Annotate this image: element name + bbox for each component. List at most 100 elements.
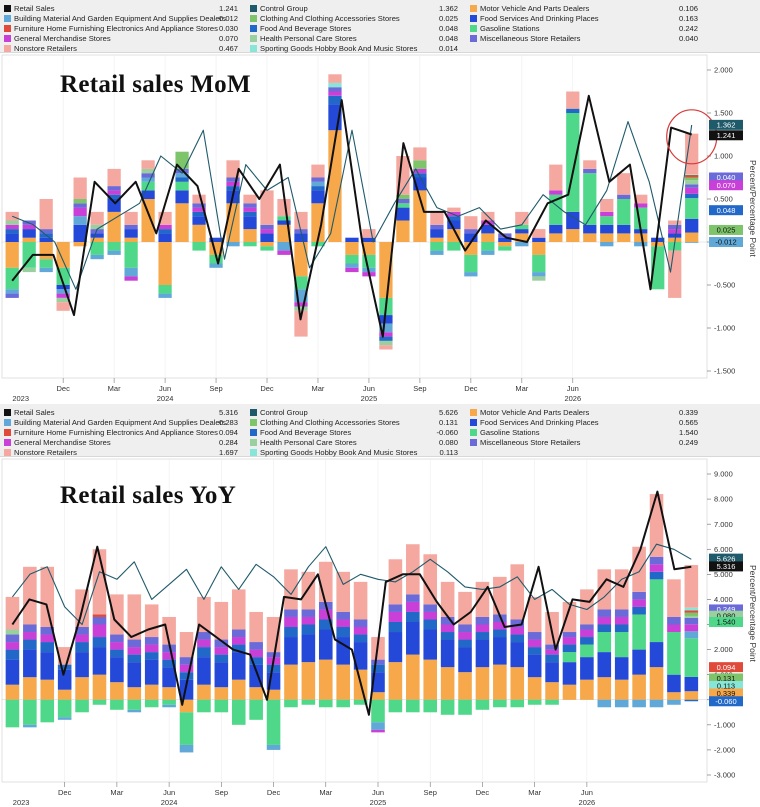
bar-segment-motor_vehicle <box>110 682 124 700</box>
bar-segment-building_material <box>56 289 70 294</box>
bar-segment-motor_vehicle <box>597 677 612 700</box>
y-tick-label: 2.000 <box>714 645 733 654</box>
bar-segment-building_material <box>23 724 37 728</box>
bar-segment-motor_vehicle <box>92 674 107 700</box>
bar-segment-misc <box>231 629 246 638</box>
bar-segment-gasoline <box>632 614 646 650</box>
legend-swatch <box>470 35 477 42</box>
bar-segment-food_services <box>5 233 19 242</box>
bar-segment-nonstore <box>294 310 308 337</box>
value-tag <box>709 604 743 615</box>
bar-segment-misc <box>430 224 444 230</box>
bar-segment-building_material <box>107 250 121 255</box>
legend-label: General Merchandise Stores <box>14 438 111 447</box>
bar-segment-motor_vehicle <box>318 659 333 700</box>
legend-entry: Miscellaneous Store Retailers 0.040 <box>470 34 704 43</box>
legend-entry: Food And Beverage Stores -0.060 <box>250 428 464 437</box>
bar-segment-gasoline <box>336 699 350 708</box>
bar-segment-nonstore <box>510 564 525 620</box>
x-year-label: 2023 <box>13 798 30 807</box>
bar-segment-motor_vehicle <box>162 687 176 700</box>
bar-segment-nonstore <box>532 229 546 238</box>
bar-segment-misc <box>40 627 55 635</box>
bar-segment-nonstore <box>73 177 87 199</box>
bar-segment-gasoline <box>580 644 594 658</box>
bar-segment-clothing <box>175 151 189 169</box>
legend-value: 1.697 <box>218 448 238 457</box>
bar-segment-gasoline <box>532 254 546 273</box>
bar-segment-food_services <box>175 190 189 204</box>
bar-segment-nonstore <box>243 194 257 204</box>
legend-entry: Furniture Home Furnishing Electronics An… <box>4 24 244 33</box>
bar-segment-food_services <box>597 652 612 678</box>
y-tick-label: 5.000 <box>714 570 733 579</box>
bar-segment-food_services <box>144 659 159 685</box>
bar-segment-gasoline <box>475 699 490 710</box>
bar-segment-motor_vehicle <box>5 684 20 700</box>
bar-segment-gasoline <box>231 699 246 725</box>
chart-panel-yoy: Retail Sales 5.316 Control Group 5.626 Motor… <box>0 404 760 807</box>
bar-segment-food_services <box>632 649 646 675</box>
legend-label: Motor Vehicle And Parts Dealers <box>480 408 590 417</box>
bar-segment-food_services <box>260 233 274 242</box>
value-tag-label: 1.540 <box>717 618 736 627</box>
x-tick-label: Mar <box>319 788 332 797</box>
legend-entry: Sporting Goods Hobby Book And Music Stor… <box>250 44 464 53</box>
bar-segment-food_services <box>685 218 699 233</box>
bar-segment-food_services <box>197 657 211 685</box>
bar-segment-food_services <box>667 674 681 693</box>
legend-label: General Merchandise Stores <box>14 34 111 43</box>
bar-segment-food_beverage <box>614 624 629 633</box>
bar-segment-general_merch <box>231 637 246 645</box>
bar-segment-misc <box>583 168 597 174</box>
bar-segment-gasoline <box>498 246 512 251</box>
legend-swatch <box>250 449 257 456</box>
legend-entry: Retail Sales 1.241 <box>4 4 244 13</box>
bar-segment-building_material <box>515 242 529 247</box>
bar-segment-gasoline <box>294 276 308 290</box>
bar-segment-motor_vehicle <box>243 229 257 242</box>
bar-segment-building_material <box>379 323 393 333</box>
value-tag <box>709 180 743 191</box>
legend-label: Food Services And Drinking Places <box>480 418 599 427</box>
bar-segment-general_merch <box>379 332 393 337</box>
bar-segment-nonstore <box>668 250 682 298</box>
legend-swatch <box>4 35 11 42</box>
bar-segment-general_merch <box>284 616 298 628</box>
legend-label: Sporting Goods Hobby Book And Music Stor… <box>260 44 418 53</box>
y-tick-label: -1.000 <box>714 720 735 729</box>
bar-segment-misc <box>75 627 89 635</box>
bar-segment-gasoline <box>22 242 36 268</box>
bar-segment-food_beverage <box>566 108 580 113</box>
y-tick-label: 1.000 <box>714 152 733 161</box>
legend-value: 0.080 <box>438 438 458 447</box>
bar-segment-misc <box>371 659 385 665</box>
bar-segment-nonstore <box>92 549 107 615</box>
bar-segment-motor_vehicle <box>667 692 681 700</box>
bar-segment-misc <box>667 616 681 625</box>
bar-segment-gasoline <box>92 699 107 705</box>
bar-segment-nonstore <box>23 566 37 625</box>
bar-segment-food_beverage <box>562 644 577 653</box>
bar-segment-health <box>56 297 70 303</box>
bar-segment-gasoline <box>75 699 89 713</box>
bar-segment-food_services <box>318 629 333 660</box>
bar-segment-food_beverage <box>249 657 263 665</box>
bar-segment-nonstore <box>493 576 507 615</box>
bar-segment-food_beverage <box>545 654 559 663</box>
bar-segment-misc <box>141 173 155 178</box>
bar-segment-general_merch <box>440 624 455 633</box>
bar-segment-clothing <box>396 194 410 199</box>
legend-swatch <box>470 439 477 446</box>
bar-segment-misc <box>249 642 263 650</box>
legend-swatch <box>250 409 257 416</box>
bar-segment-general_merch <box>549 190 563 195</box>
y-tick-label: -1.500 <box>714 367 735 376</box>
legend-value: 1.362 <box>438 4 458 13</box>
bar-segment-building_material <box>266 744 281 750</box>
bar-segment-food_beverage <box>336 627 350 638</box>
bar-segment-motor_vehicle <box>301 662 316 700</box>
bar-segment-motor_vehicle <box>75 677 89 700</box>
bar-segment-misc <box>475 616 490 625</box>
bar-segment-food_services <box>668 233 682 238</box>
